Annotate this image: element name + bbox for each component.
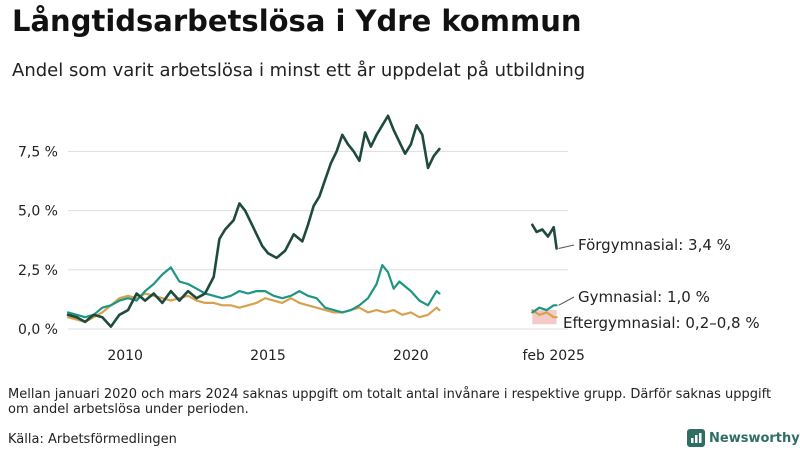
y-tick-label: 7,5 % (18, 144, 58, 160)
gridlines (68, 150, 568, 330)
series-line-förgymnasial-0 (66, 114, 441, 328)
y-axis-ticks: 0,0 % 2,5 % 5,0 % 7,5 % (18, 144, 58, 338)
series-lines (66, 114, 558, 328)
x-tick-label: feb 2025 (522, 348, 585, 364)
series-end-label: Gymnasial: 1,0 % (578, 288, 710, 306)
series-line-eftergymnasial-1 (531, 309, 558, 319)
y-tick-label: 5,0 % (18, 204, 58, 220)
y-tick-label: 2,5 % (18, 263, 58, 279)
series-line-eftergymnasial-0 (66, 292, 441, 323)
chart-subtitle: Andel som varit arbetslösa i minst ett å… (12, 60, 586, 81)
series-line-gymnasial-0 (66, 264, 441, 319)
source-text: Källa: Arbetsförmedlingen (8, 432, 177, 447)
series-end-label: Eftergymnasial: 0,2–0,8 % (563, 314, 760, 332)
series-end-labels: Förgymnasial: 3,4 % Gymnasial: 1,0 % Efter… (558, 236, 760, 332)
x-tick-label: 2015 (250, 348, 286, 364)
footnote: Mellan januari 2020 och mars 2024 saknas… (8, 387, 772, 417)
chart-title: Långtidsarbetslösa i Ydre kommun (12, 4, 582, 38)
label-leader-line (558, 296, 575, 306)
series-end-label: Förgymnasial: 3,4 % (578, 236, 731, 254)
logo-text: Newsworthy (709, 430, 800, 446)
series-line-förgymnasial-1 (531, 223, 558, 250)
x-tick-label: 2020 (393, 348, 429, 364)
series-line-gymnasial-1 (531, 304, 558, 314)
x-axis-ticks: 2010 2015 2020 feb 2025 (107, 348, 585, 364)
newsworthy-logo[interactable]: Newsworthy (687, 429, 800, 447)
label-leader-line (558, 244, 575, 249)
chart-bars-icon (687, 429, 705, 447)
y-tick-label: 0,0 % (18, 322, 58, 338)
x-tick-label: 2010 (107, 348, 143, 364)
